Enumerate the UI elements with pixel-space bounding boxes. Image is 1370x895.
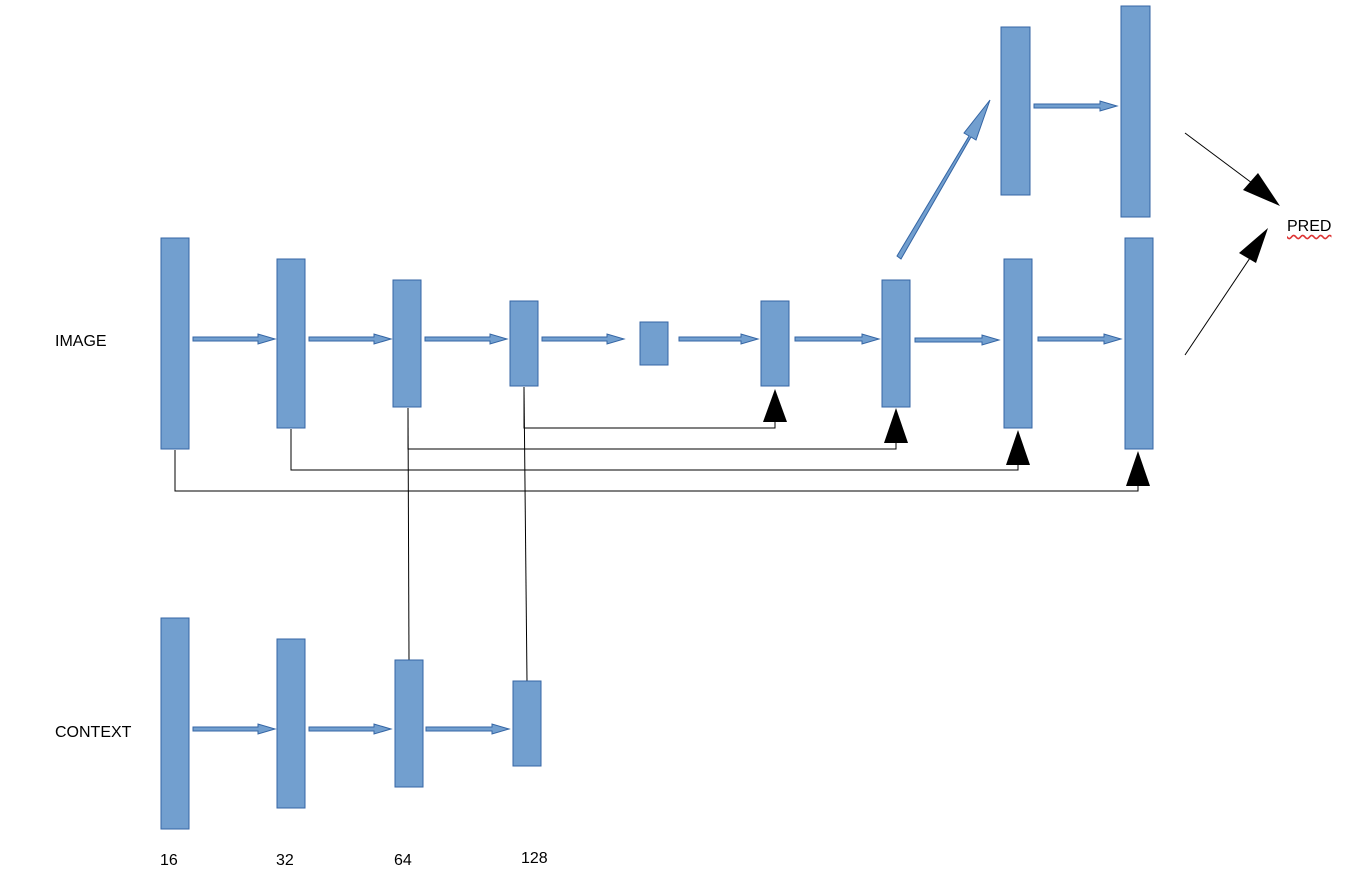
pred-label: PRED [1287, 218, 1332, 235]
channel-label-16: 16 [160, 852, 178, 869]
branch-block-1 [1000, 26, 1031, 196]
pred-arrowhead-bottom [1239, 228, 1268, 263]
flow-arrow-diagonal [896, 99, 991, 260]
image-label: IMAGE [55, 333, 107, 350]
flow-arrow-image-2 [308, 333, 393, 345]
skip-arrowheads [763, 389, 1150, 486]
decoder-block-128 [760, 300, 790, 387]
context-path-blocks [160, 617, 542, 830]
context-block-32 [276, 638, 306, 809]
encoder-block-16 [160, 237, 190, 450]
skip-connections [174, 386, 1139, 683]
image-path-blocks [160, 5, 1154, 450]
flow-arrow-image-7 [914, 334, 1001, 346]
skip-arrowhead-16 [1126, 451, 1150, 486]
context-label: CONTEXT [55, 724, 132, 741]
flow-arrow-image-8 [1037, 333, 1123, 345]
decoder-block-16 [1124, 237, 1154, 450]
context-block-64 [394, 659, 424, 788]
flow-arrow-image-1 [192, 333, 277, 345]
flow-arrow-image-4 [541, 333, 626, 345]
bottleneck-block [639, 321, 669, 366]
pred-arrow-line-top [1184, 132, 1261, 190]
pred-arrowhead-top [1243, 173, 1280, 206]
channel-label-128: 128 [521, 850, 548, 867]
context-block-128 [512, 680, 542, 767]
skip-arrowhead-128 [763, 389, 787, 422]
context-block-16 [160, 617, 190, 830]
skip-line-128 [523, 387, 776, 429]
decoder-block-32 [1003, 258, 1033, 429]
decoder-block-64 [881, 279, 911, 408]
encoder-block-64 [392, 279, 422, 408]
flow-arrows [192, 99, 1123, 735]
flow-arrow-image-3 [424, 333, 509, 345]
context-line-128 [523, 386, 528, 683]
channel-label-64: 64 [394, 852, 412, 869]
encoder-block-32 [276, 258, 306, 429]
encoder-block-128 [509, 300, 539, 387]
flow-arrow-image-6 [794, 333, 881, 345]
context-line-64 [407, 407, 410, 662]
flow-arrow-context-2 [308, 723, 393, 735]
channel-label-32: 32 [276, 852, 294, 869]
flow-arrow-context-3 [425, 723, 511, 735]
skip-arrowhead-32 [1006, 430, 1030, 465]
pred-arrow-line-bottom [1184, 251, 1255, 356]
pred-arrows [1184, 132, 1280, 356]
flow-arrow-image-5 [678, 333, 760, 345]
flow-arrow-branch [1033, 100, 1119, 112]
skip-arrowhead-64 [884, 408, 908, 443]
flow-arrow-context-1 [192, 723, 277, 735]
branch-block-2 [1120, 5, 1151, 218]
